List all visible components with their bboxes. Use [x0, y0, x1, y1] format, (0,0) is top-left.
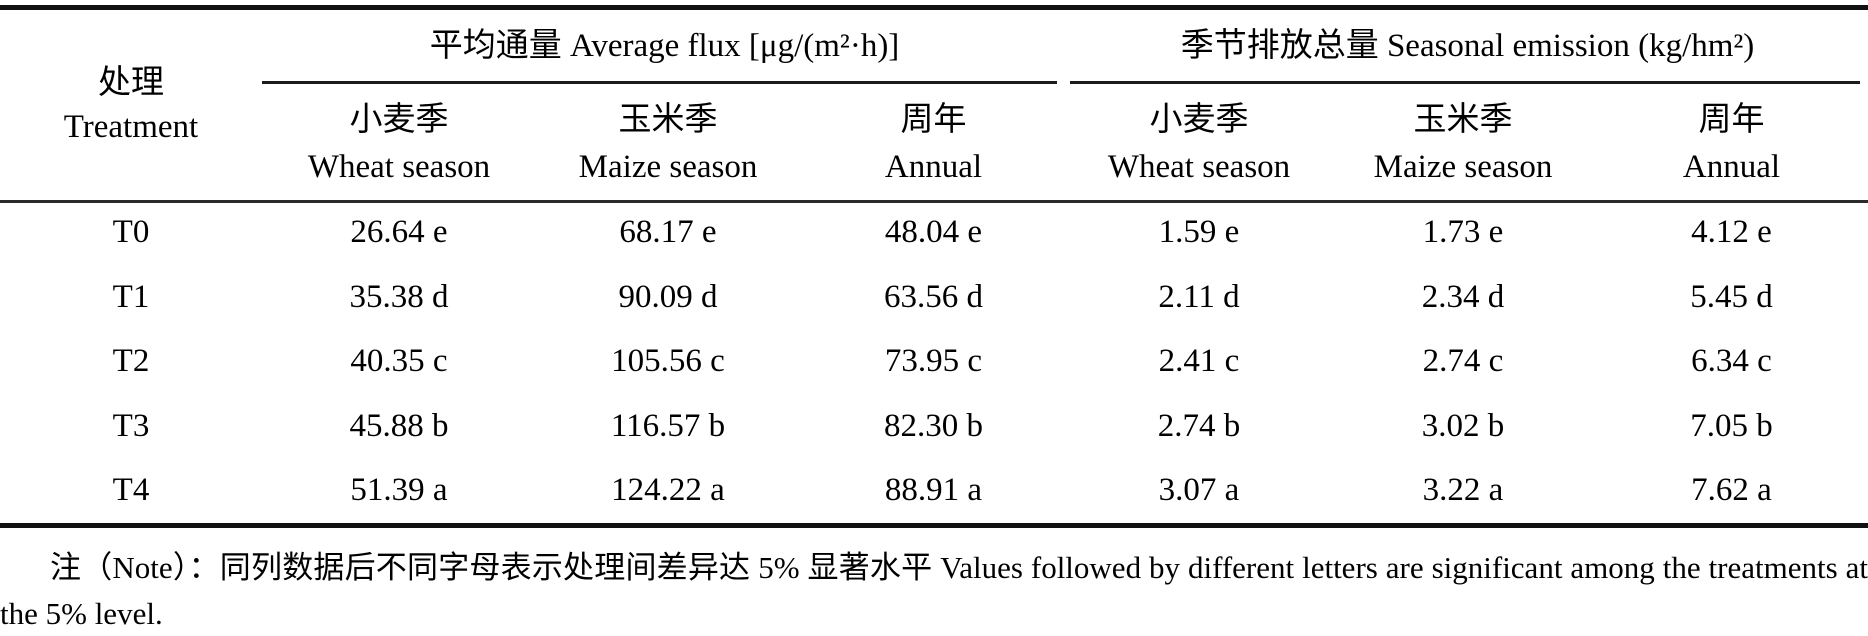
value-cell: 40.35 c: [350, 343, 448, 379]
row-label-t1: T1: [112, 278, 150, 315]
value-cell: 2.41 c: [1158, 343, 1240, 379]
value-cell: 5.45 d: [1690, 278, 1773, 315]
row-label-t2: T2: [112, 343, 150, 379]
subheader-emission-annual: 周年 Annual: [1595, 81, 1868, 200]
treatment-header-en: Treatment: [63, 109, 199, 145]
value-cell: 116.57 b: [610, 407, 726, 444]
value-cell: 1.73 e: [1422, 214, 1504, 250]
value-cell: 7.62 a: [1691, 472, 1772, 508]
emission-group-underline: [1070, 81, 1860, 84]
value-cell: 1.59 e: [1158, 214, 1240, 250]
row-label-t4: T4: [112, 472, 150, 508]
value-cell: 4.12 e: [1691, 214, 1772, 250]
value-cell: 3.22 a: [1422, 472, 1504, 508]
subheader-en: Maize season: [1373, 148, 1553, 185]
group-header-seasonal-emission: 季节排放总量 Seasonal emission (kg/hm²): [1067, 10, 1868, 81]
value-cell: 90.09 d: [618, 278, 718, 315]
value-cell: 63.56 d: [884, 278, 983, 315]
value-cell: 3.07 a: [1158, 472, 1240, 508]
subheader-zh: 玉米季: [1413, 101, 1513, 138]
treatment-header-zh: 处理: [98, 65, 164, 101]
subheader-zh: 周年: [900, 101, 967, 138]
table-bottom-rule: [0, 523, 1868, 528]
value-cell: 51.39 a: [350, 472, 448, 508]
value-cell: 35.38 d: [349, 278, 449, 315]
table-top-rule: [0, 5, 1868, 10]
value-cell: 2.74 c: [1422, 343, 1504, 379]
group-header-average-flux: 平均通量 Average flux [μg/(m²·h)]: [262, 10, 1067, 81]
subheader-zh: 小麦季: [349, 101, 449, 138]
value-cell: 26.64 e: [350, 214, 448, 250]
subheader-zh: 周年: [1698, 101, 1765, 138]
subheader-en: Wheat season: [1107, 148, 1291, 185]
value-cell: 124.22 a: [611, 472, 725, 508]
group-header-seasonal-emission-label: 季节排放总量 Seasonal emission (kg/hm²): [1180, 27, 1755, 64]
subheader-flux-wheat: 小麦季 Wheat season: [262, 81, 536, 200]
subheader-flux-maize: 玉米季 Maize season: [536, 81, 800, 200]
value-cell: 105.56 c: [611, 343, 725, 379]
value-cell: 2.11 d: [1158, 278, 1240, 315]
value-cell: 2.74 b: [1157, 407, 1241, 444]
subheader-en: Wheat season: [307, 148, 491, 185]
value-cell: 45.88 b: [349, 407, 449, 444]
value-cell: 2.34 d: [1421, 278, 1505, 315]
group-header-average-flux-label: 平均通量 Average flux [μg/(m²·h)]: [429, 27, 900, 64]
subheader-flux-annual: 周年 Annual: [800, 81, 1067, 200]
value-cell: 6.34 c: [1691, 343, 1772, 379]
value-cell: 73.95 c: [884, 343, 983, 379]
subheader-en: Maize season: [578, 148, 758, 185]
header-bottom-rule: [0, 200, 1868, 203]
value-cell: 82.30 b: [884, 407, 983, 444]
subheader-emission-maize: 玉米季 Maize season: [1331, 81, 1595, 200]
subheader-zh: 玉米季: [618, 101, 718, 138]
value-cell: 88.91 a: [884, 472, 983, 508]
value-cell: 3.02 b: [1421, 407, 1505, 444]
value-cell: 68.17 e: [619, 214, 717, 250]
subheader-zh: 小麦季: [1149, 101, 1249, 138]
data-table: 处理 Treatment 平均通量 Average flux [μg/(m²·h…: [0, 10, 1868, 522]
value-cell: 48.04 e: [884, 214, 983, 250]
row-label-t3: T3: [112, 407, 150, 444]
subheader-en: Annual: [1682, 148, 1781, 185]
row-label-t0: T0: [112, 214, 150, 250]
flux-group-underline: [262, 81, 1057, 84]
subheader-en: Annual: [884, 148, 983, 185]
table-note: 注（Note）：同列数据后不同字母表示处理间差异达 5% 显著水平 Values…: [0, 550, 1868, 631]
subheader-emission-wheat: 小麦季 Wheat season: [1067, 81, 1331, 200]
value-cell: 7.05 b: [1690, 407, 1773, 444]
treatment-column-header: 处理 Treatment: [0, 10, 262, 200]
